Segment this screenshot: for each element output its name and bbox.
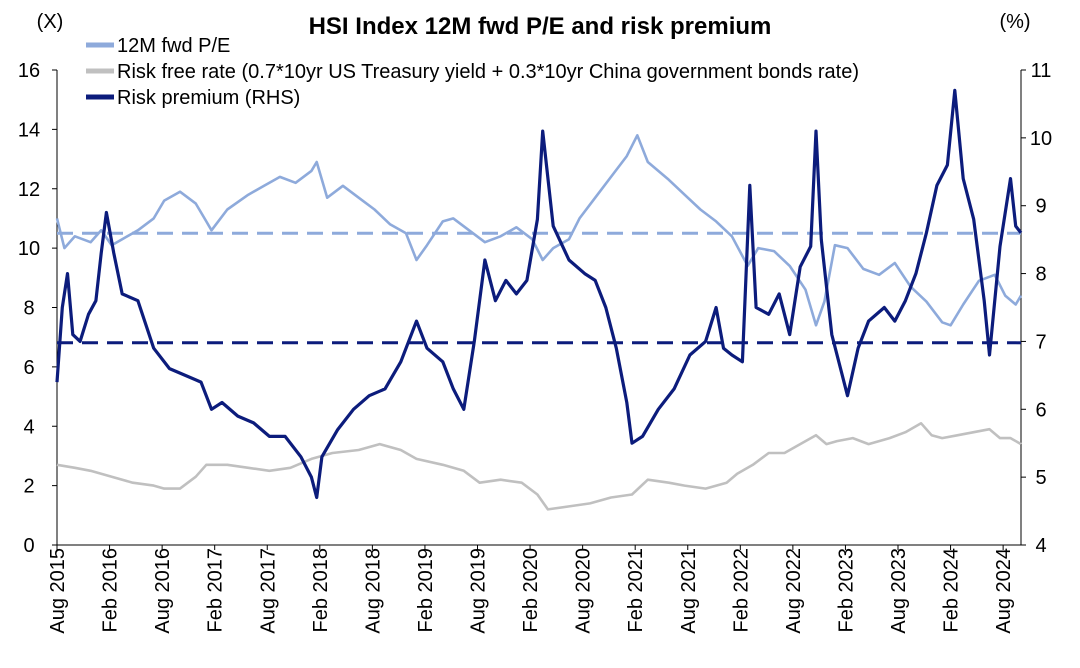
left-axis-unit: (X) [37, 11, 64, 33]
left-tick-label: 14 [18, 119, 40, 141]
series-line [55, 134, 1023, 327]
x-tick-label: Feb 2023 [835, 548, 857, 633]
x-tick-label: Aug 2024 [993, 548, 1015, 634]
left-tick-label: 12 [18, 179, 40, 201]
x-tick-label: Aug 2023 [888, 548, 910, 634]
legend-label: 12M fwd P/E [117, 35, 230, 57]
legend-label: Risk free rate (0.7*10yr US Treasury yie… [117, 61, 859, 83]
legend: 12M fwd P/E Risk free rate (0.7*10yr US T… [86, 35, 859, 109]
x-tick-label: Aug 2020 [573, 548, 595, 634]
right-tick-label: 9 [1035, 196, 1046, 218]
x-tick-label: Feb 2016 [100, 548, 122, 633]
right-tick-label: 8 [1035, 264, 1046, 286]
left-tick-label: 4 [23, 416, 34, 438]
x-tick-label: Feb 2021 [625, 548, 647, 633]
left-tick-label: 8 [23, 298, 34, 320]
x-tick-label: Feb 2024 [941, 548, 963, 633]
right-tick-label: 6 [1035, 399, 1046, 421]
x-tick-label: Feb 2018 [310, 548, 332, 633]
x-tick-label: Feb 2020 [520, 548, 542, 633]
right-tick-label: 7 [1035, 331, 1046, 353]
legend-label: Risk premium (RHS) [117, 87, 300, 109]
series-line [55, 88, 1023, 500]
x-tick-label: Feb 2017 [205, 548, 227, 633]
chart-title: HSI Index 12M fwd P/E and risk premium [309, 13, 772, 40]
x-tick-label: Feb 2022 [730, 548, 752, 633]
x-tick-label: Aug 2018 [362, 548, 384, 634]
series-line [56, 422, 1022, 511]
right-tick-label: 11 [1031, 60, 1052, 82]
right-tick-label: 4 [1035, 535, 1046, 557]
left-tick-label: 16 [18, 60, 40, 82]
x-tick-label: Feb 2019 [415, 548, 437, 633]
plot-area: 0 2 4 6 8 10 12 14 16 4 5 6 7 8 9 10 11 Aug 2015 Feb 2016 A… [18, 60, 1052, 634]
x-tick-label: Aug 2015 [47, 548, 69, 634]
left-tick-label: 2 [23, 476, 34, 498]
x-tick-label: Aug 2017 [257, 548, 279, 634]
right-tick-label: 5 [1035, 467, 1046, 489]
x-tick-label: Aug 2016 [152, 548, 174, 634]
left-tick-label: 10 [18, 238, 40, 260]
right-tick-label: 10 [1030, 128, 1052, 150]
x-tick-label: Aug 2019 [468, 548, 490, 634]
x-tick-label: Aug 2022 [783, 548, 805, 634]
x-tick-label: Aug 2021 [678, 548, 700, 634]
right-axis-unit: (%) [999, 11, 1030, 33]
left-tick-label: 6 [23, 357, 34, 379]
left-tick-label: 0 [23, 535, 34, 557]
